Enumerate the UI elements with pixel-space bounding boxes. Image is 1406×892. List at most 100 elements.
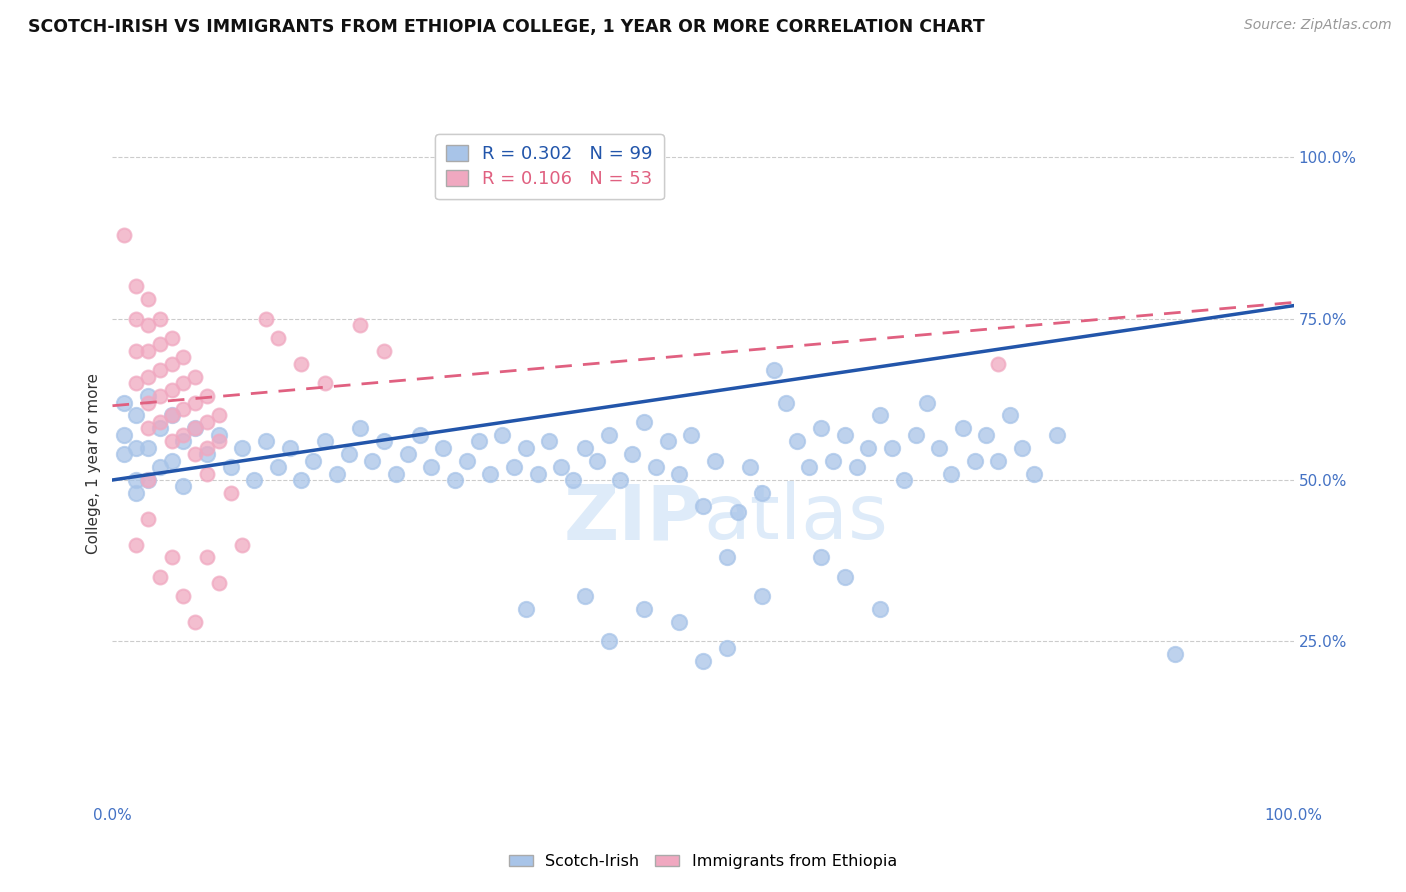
Point	[184, 615, 207, 629]
Point	[136, 421, 159, 435]
Point	[136, 512, 159, 526]
Point	[373, 343, 395, 358]
Point	[267, 331, 290, 345]
Point	[657, 434, 679, 449]
Point	[762, 363, 785, 377]
Point	[716, 640, 738, 655]
Point	[231, 537, 253, 551]
Point	[184, 447, 207, 461]
Point	[987, 453, 1010, 467]
Point	[361, 453, 384, 467]
Point	[337, 447, 360, 461]
Point	[349, 318, 371, 332]
Point	[1022, 467, 1045, 481]
Point	[491, 427, 513, 442]
Point	[668, 467, 690, 481]
Point	[254, 434, 277, 449]
Point	[195, 447, 218, 461]
Point	[952, 421, 974, 435]
Point	[195, 389, 218, 403]
Point	[821, 453, 844, 467]
Legend: R = 0.302   N = 99, R = 0.106   N = 53: R = 0.302 N = 99, R = 0.106 N = 53	[436, 134, 664, 199]
Point	[136, 473, 159, 487]
Point	[125, 473, 148, 487]
Point	[160, 550, 183, 565]
Point	[160, 453, 183, 467]
Point	[172, 479, 194, 493]
Point	[869, 409, 891, 423]
Point	[939, 467, 962, 481]
Point	[136, 292, 159, 306]
Point	[633, 415, 655, 429]
Point	[598, 634, 620, 648]
Point	[834, 570, 856, 584]
Point	[574, 441, 596, 455]
Point	[373, 434, 395, 449]
Point	[125, 441, 148, 455]
Point	[349, 421, 371, 435]
Point	[928, 441, 950, 455]
Point	[125, 343, 148, 358]
Point	[456, 453, 478, 467]
Point	[810, 550, 832, 565]
Point	[633, 602, 655, 616]
Point	[644, 460, 666, 475]
Point	[195, 441, 218, 455]
Point	[751, 589, 773, 603]
Point	[621, 447, 644, 461]
Point	[515, 602, 537, 616]
Point	[751, 486, 773, 500]
Point	[125, 311, 148, 326]
Point	[149, 570, 172, 584]
Point	[172, 376, 194, 391]
Point	[136, 389, 159, 403]
Point	[208, 427, 231, 442]
Point	[598, 427, 620, 442]
Point	[432, 441, 454, 455]
Point	[314, 434, 336, 449]
Point	[208, 434, 231, 449]
Point	[963, 453, 986, 467]
Point	[703, 453, 725, 467]
Point	[290, 473, 312, 487]
Point	[149, 415, 172, 429]
Point	[160, 409, 183, 423]
Point	[125, 376, 148, 391]
Point	[727, 505, 749, 519]
Point	[112, 395, 135, 409]
Point	[149, 421, 172, 435]
Point	[917, 395, 939, 409]
Text: SCOTCH-IRISH VS IMMIGRANTS FROM ETHIOPIA COLLEGE, 1 YEAR OR MORE CORRELATION CHA: SCOTCH-IRISH VS IMMIGRANTS FROM ETHIOPIA…	[28, 18, 984, 36]
Point	[834, 427, 856, 442]
Point	[195, 467, 218, 481]
Point	[314, 376, 336, 391]
Point	[278, 441, 301, 455]
Point	[1046, 427, 1069, 442]
Point	[302, 453, 325, 467]
Point	[136, 369, 159, 384]
Point	[149, 389, 172, 403]
Point	[845, 460, 868, 475]
Point	[136, 318, 159, 332]
Point	[112, 447, 135, 461]
Point	[112, 427, 135, 442]
Point	[668, 615, 690, 629]
Point	[160, 357, 183, 371]
Point	[976, 427, 998, 442]
Point	[172, 589, 194, 603]
Point	[219, 460, 242, 475]
Point	[396, 447, 419, 461]
Point	[184, 369, 207, 384]
Point	[172, 427, 194, 442]
Point	[692, 654, 714, 668]
Point	[195, 415, 218, 429]
Point	[681, 427, 703, 442]
Legend: Scotch-Irish, Immigrants from Ethiopia: Scotch-Irish, Immigrants from Ethiopia	[502, 847, 904, 875]
Point	[799, 460, 821, 475]
Text: ZIP: ZIP	[564, 481, 703, 555]
Point	[869, 602, 891, 616]
Point	[172, 434, 194, 449]
Point	[160, 331, 183, 345]
Point	[515, 441, 537, 455]
Point	[479, 467, 502, 481]
